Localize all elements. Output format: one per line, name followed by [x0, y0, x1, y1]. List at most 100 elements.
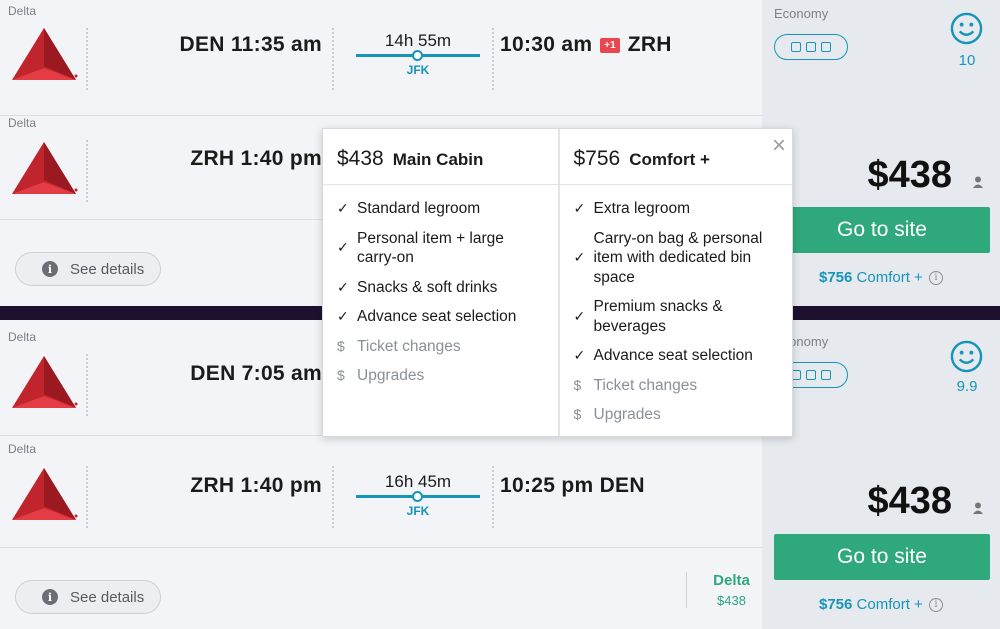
power-icon [806, 370, 816, 380]
comfort-fare-link[interactable]: $756 Comfort + i [762, 596, 1000, 613]
outbound-leg: Delta DEN 11:35 am 14h 55m JFK 10:30 am … [0, 0, 762, 116]
check-icon: ✓ [337, 278, 349, 295]
fare-header: $438 Main Cabin [323, 129, 558, 185]
feature-label: Snacks & soft drinks [357, 278, 498, 296]
comfort-price: $756 [819, 269, 853, 286]
fare-feature-included: ✓ Advance seat selection [574, 346, 779, 366]
separator [86, 28, 88, 90]
arrive-block: 10:30 am +1 ZRH [500, 33, 672, 57]
power-icon [806, 42, 816, 52]
check-icon: ✓ [573, 307, 586, 324]
delta-logo-icon [12, 28, 78, 80]
see-details-button[interactable]: i See details [15, 252, 161, 286]
comfort-fare-link[interactable]: $756 Comfort + i [762, 269, 1000, 286]
fare-column-comfort: $756 Comfort + ✓ Extra legroom ✓ Carry-on b… [557, 129, 792, 436]
fare-header: $756 Comfort + [559, 129, 792, 185]
info-icon: i [42, 261, 58, 277]
info-icon: i [929, 271, 943, 286]
feature-label: Upgrades [593, 406, 661, 423]
fare-feature-included: ✓ Standard legroom [337, 199, 544, 219]
check-icon: ✓ [573, 200, 586, 216]
fare-feature-included: ✓ Premium snacks & beverages [574, 297, 779, 336]
airline-name: Delta [8, 4, 37, 18]
see-details-button[interactable]: i See details [15, 580, 161, 614]
price-panel: Economy 10 $438 Go to site $756 Comfort … [762, 0, 1000, 306]
smiley-icon [950, 340, 983, 373]
fare-comparison-popup: $438 Main Cabin ✓ Standard legroom ✓ Person… [322, 128, 793, 437]
separator [492, 28, 494, 90]
fare-name: Comfort + [629, 150, 710, 169]
go-to-site-button[interactable]: Go to site [774, 534, 990, 580]
stop-dot [412, 50, 423, 61]
go-to-site-button[interactable]: Go to site [774, 207, 990, 253]
check-icon: ✓ [573, 249, 586, 265]
feature-label: Advance seat selection [357, 308, 517, 325]
see-details-label: See details [70, 260, 145, 278]
seat-icon [821, 370, 831, 380]
close-icon[interactable]: × [771, 132, 786, 159]
day-offset-badge: +1 [600, 37, 620, 53]
info-icon: i [929, 598, 943, 613]
airline-name: Delta [8, 330, 37, 344]
duration-text: 14h 55m [384, 31, 452, 50]
dollar-icon: $ [337, 337, 345, 354]
depart-text: ZRH 1:40 pm [190, 474, 322, 497]
fare-feature-paid: $ Upgrades [574, 405, 779, 425]
feature-label: Personal item + large carry-on [357, 229, 504, 267]
fare-feature-included: ✓ Extra legroom [574, 199, 779, 219]
fare-feature-paid: $ Upgrades [337, 366, 544, 386]
duration-text: 16h 45m [384, 472, 452, 491]
comfort-label: Comfort + [856, 596, 923, 613]
see-details-label: See details [70, 588, 145, 606]
delta-logo-icon [12, 356, 78, 408]
fare-feature-included: ✓ Personal item + large carry-on [337, 229, 544, 268]
fare-feature-included: ✓ Snacks & soft drinks [337, 278, 544, 298]
feature-label: Advance seat selection [593, 347, 753, 364]
depart-text: DEN 11:35 am [179, 33, 322, 56]
check-icon: ✓ [337, 308, 349, 324]
amenities-badge[interactable] [774, 34, 848, 60]
airline-name: Delta [8, 442, 37, 456]
arrive-time: 10:30 am [500, 33, 593, 56]
feature-label: Upgrades [357, 367, 425, 384]
separator [86, 466, 88, 528]
separator [86, 140, 88, 202]
provider-name: Delta [713, 572, 750, 589]
fare-name: Main Cabin [392, 150, 484, 169]
feature-label: Ticket changes [593, 376, 698, 394]
comfort-label: Comfort + [856, 269, 923, 286]
separator [492, 466, 494, 528]
fare-price: $756 [573, 147, 621, 170]
provider-note[interactable]: Delta $438 [686, 572, 762, 608]
duration-line [356, 50, 480, 61]
fare-feature-paid: $ Ticket changes [574, 376, 779, 396]
stop-dot [412, 491, 423, 502]
duration-block: 16h 45m JFK [356, 472, 480, 518]
separator [332, 466, 334, 528]
fare-feature-included: ✓ Carry-on bag & personal item with dedic… [574, 229, 779, 288]
provider-price: $438 [717, 593, 746, 608]
fare-price: $438 [337, 147, 384, 170]
fare-feature-included: ✓ Advance seat selection [337, 307, 544, 327]
stop-airport: JFK [406, 63, 430, 77]
depart-text: ZRH 1:40 pm [190, 147, 322, 170]
score: 9.9 [956, 378, 978, 395]
return-leg: Delta ZRH 1:40 pm 16h 45m JFK 10:25 pm D… [0, 432, 762, 548]
dollar-icon: $ [573, 376, 582, 393]
feature-label: Ticket changes [357, 337, 461, 355]
separator [86, 354, 88, 416]
dollar-icon: $ [337, 367, 345, 383]
price: $438 [867, 480, 952, 522]
feature-label: Premium snacks & beverages [593, 298, 723, 335]
dollar-icon: $ [573, 406, 582, 422]
airline-name: Delta [8, 116, 37, 130]
check-icon: ✓ [337, 200, 349, 216]
cabin-class: Economy [774, 6, 829, 21]
check-icon: ✓ [337, 239, 349, 256]
price: $438 [867, 154, 952, 196]
result-card-1: Delta DEN 11:35 am 14h 55m JFK 10:30 am … [0, 0, 1000, 306]
person-icon [973, 502, 983, 514]
smiley-icon [950, 12, 983, 45]
arrive-text: 10:25 pm DEN [500, 474, 645, 497]
depart-text: DEN 7:05 am [190, 362, 322, 385]
